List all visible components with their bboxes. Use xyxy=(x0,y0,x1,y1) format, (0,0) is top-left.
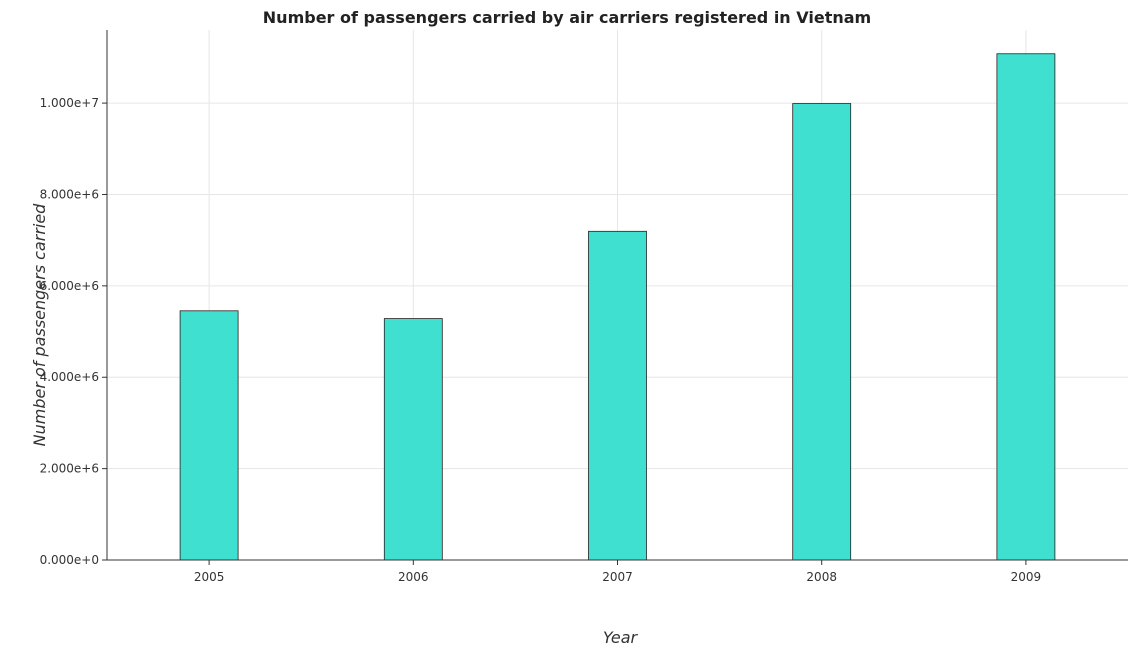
bars xyxy=(179,53,1056,561)
bar-2007 xyxy=(588,230,647,561)
y-tick-label: 8.000e+6 xyxy=(40,187,99,201)
y-tick-label: 0.000e+0 xyxy=(40,553,99,567)
x-tick-label: 2005 xyxy=(194,570,225,584)
x-tick-label: 2007 xyxy=(602,570,633,584)
x-tick-label: 2006 xyxy=(398,570,429,584)
bar-2005 xyxy=(179,310,239,561)
y-tick-label: 1.000e+7 xyxy=(40,96,99,110)
bar-2008 xyxy=(792,103,852,561)
bar-2009 xyxy=(996,53,1056,561)
axes xyxy=(102,30,1128,565)
y-tick-labels: 0.000e+0 2.000e+6 4.000e+6 6.000e+6 8.000e+6… xyxy=(40,96,99,567)
y-axis-label: Number of passengers carried xyxy=(30,203,49,447)
x-tick-label: 2009 xyxy=(1011,570,1042,584)
x-tick-labels: 2005 2006 2007 2008 2009 xyxy=(194,570,1041,584)
x-axis-label: Year xyxy=(603,628,639,647)
x-tick-label: 2008 xyxy=(806,570,837,584)
bar-2006 xyxy=(383,318,443,561)
chart-title: Number of passengers carried by air carr… xyxy=(262,8,872,27)
y-tick-label: 6.000e+6 xyxy=(40,279,99,293)
y-tick-label: 4.000e+6 xyxy=(40,370,99,384)
y-tick-label: 2.000e+6 xyxy=(40,462,99,476)
